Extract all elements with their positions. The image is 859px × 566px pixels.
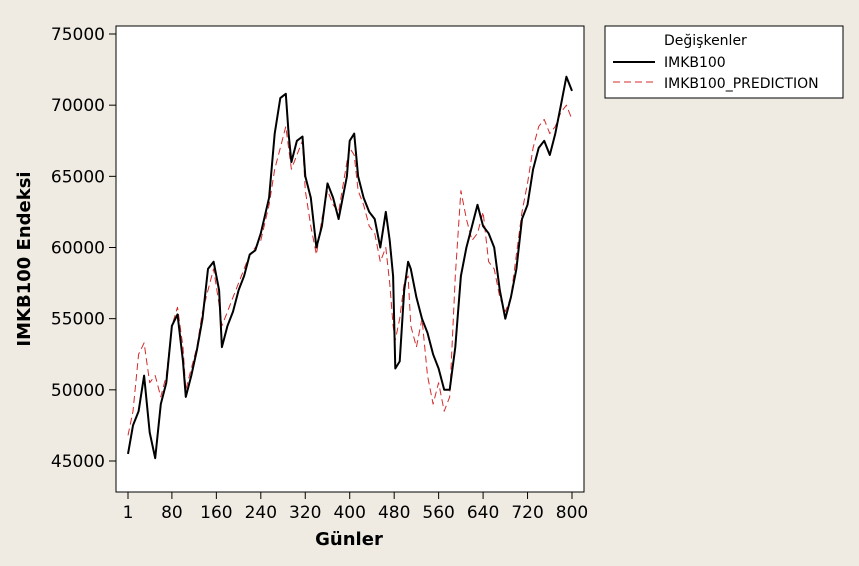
y-tick-label: 75000: [51, 25, 105, 45]
x-tick-label: 400: [333, 503, 365, 523]
y-tick-label: 60000: [51, 239, 105, 259]
y-tick-label: 70000: [51, 96, 105, 116]
x-tick-label: 160: [200, 503, 232, 523]
plot-area: [115, 25, 585, 493]
x-tick-label: 1: [123, 503, 134, 523]
legend-label-imkb100-prediction: IMKB100_PREDICTION: [664, 76, 819, 92]
series-layer: [127, 75, 573, 460]
y-axis-title: IMKB100 Endeksi: [14, 171, 35, 346]
y-tick-label: 50000: [51, 381, 105, 401]
x-axis-title: Günler: [315, 529, 383, 550]
x-tick-label: 560: [422, 503, 454, 523]
x-tick-label: 80: [161, 503, 183, 523]
legend: Değişkenler IMKB100 IMKB100_PREDICTION: [604, 25, 844, 99]
x-axis: 1 80 160 240 320 400 480 560 640 720 800: [123, 492, 588, 523]
x-tick-label: 720: [511, 503, 543, 523]
x-tick-label: 800: [556, 503, 588, 523]
y-tick-label: 45000: [51, 452, 105, 472]
y-tick-label: 55000: [51, 310, 105, 330]
y-tick-label: 65000: [51, 167, 105, 187]
x-tick-label: 640: [467, 503, 499, 523]
y-axis: 45000 50000 55000 60000 65000 70000 75000: [51, 25, 116, 472]
legend-title: Değişkenler: [664, 33, 747, 49]
x-tick-label: 320: [289, 503, 321, 523]
x-tick-label: 480: [378, 503, 410, 523]
series-imkb100-line: [127, 75, 573, 460]
x-tick-label: 240: [245, 503, 277, 523]
legend-label-imkb100: IMKB100: [664, 55, 726, 71]
